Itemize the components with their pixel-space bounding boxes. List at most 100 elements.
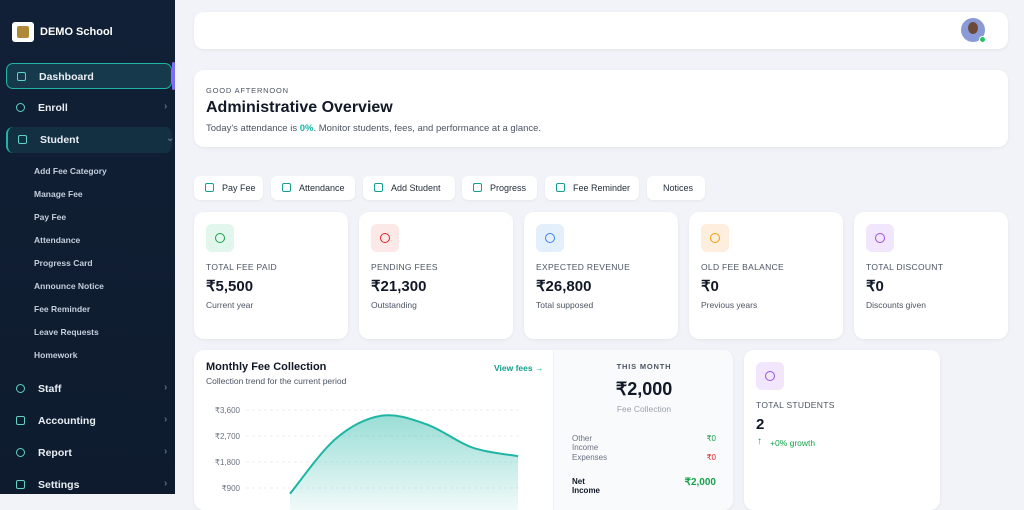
y-tick-label: ₹3,600: [215, 406, 241, 415]
icon-glyph: [765, 371, 775, 381]
nav-icon: [16, 103, 25, 112]
greeting: GOOD AFTERNOON: [206, 86, 289, 95]
action-icon: [205, 183, 214, 192]
nav-label: Dashboard: [39, 71, 94, 83]
action-icon: [473, 183, 482, 192]
chevron: ›: [164, 478, 168, 489]
stat-icon: [866, 224, 894, 252]
action-button[interactable]: Attendance: [271, 176, 355, 200]
nav-item[interactable]: Staff ›: [6, 376, 172, 402]
page-title: Administrative Overview: [206, 99, 393, 116]
avatar[interactable]: [961, 18, 986, 43]
action-label: Pay Fee: [222, 183, 256, 193]
chevron: ⌄: [166, 133, 175, 144]
sidebar: DEMO School Dashboard Enroll › Student ⌄ Add …: [0, 0, 175, 494]
this-month-caption: Fee Collection: [616, 404, 672, 414]
nav-subitem[interactable]: Attendance: [34, 235, 81, 245]
chart-subtitle: Collection trend for the current period: [206, 376, 347, 386]
action-button[interactable]: Notices: [647, 176, 705, 200]
row-label: Other Income: [572, 434, 599, 452]
students-value: 2: [756, 416, 765, 433]
action-label: Add Student: [391, 183, 441, 193]
y-tick-label: ₹900: [222, 484, 241, 493]
chevron: ›: [164, 101, 168, 112]
line: [289, 414, 519, 495]
stat-icon: [536, 224, 564, 252]
stat-note: Outstanding: [371, 300, 417, 310]
students-growth: +0% growth: [770, 438, 816, 448]
stat-card: PENDING FEES ₹21,300 Outstanding: [359, 212, 513, 339]
stat-icon: [371, 224, 399, 252]
icon-glyph: [875, 233, 885, 243]
nav-subitem[interactable]: Manage Fee: [34, 189, 83, 199]
icon-glyph: [710, 233, 720, 243]
stat-icon: [701, 224, 729, 252]
this-month-value: ₹2,000: [615, 379, 673, 399]
subtitle: Today's attendance is 0%. Monitor studen…: [206, 123, 541, 134]
action-button[interactable]: Pay Fee: [194, 176, 263, 200]
nav-subitem[interactable]: Progress Card: [34, 258, 93, 268]
action-label: Progress: [490, 183, 527, 193]
nav-subitem[interactable]: Homework: [34, 350, 78, 360]
stat-card: OLD FEE BALANCE ₹0 Previous years: [689, 212, 843, 339]
stat-label: TOTAL FEE PAID: [206, 262, 277, 272]
action-button[interactable]: Fee Reminder: [545, 176, 639, 200]
nav-subitem[interactable]: Leave Requests: [34, 327, 99, 337]
action-icon: [556, 183, 565, 192]
nav-item[interactable]: Enroll ›: [6, 95, 172, 121]
y-tick-label: ₹1,800: [215, 458, 241, 467]
students-icon: [756, 362, 784, 390]
row-value: ₹0: [706, 453, 716, 462]
nav-subitem[interactable]: Announce Notice: [34, 281, 104, 291]
attendance-value: 0%: [299, 123, 314, 134]
row-value: ₹0: [706, 434, 716, 443]
stat-value: ₹0: [701, 278, 719, 295]
brand-logo: [12, 22, 34, 42]
nav-subitem[interactable]: Pay Fee: [34, 212, 67, 222]
action-icon: [282, 183, 291, 192]
brand-name: DEMO School: [40, 26, 113, 38]
nav-item[interactable]: Dashboard: [6, 63, 172, 89]
stat-value: ₹5,500: [206, 278, 254, 295]
stat-value: ₹0: [866, 278, 884, 295]
chevron: ›: [164, 446, 168, 457]
this-month-heading: THIS MONTH: [616, 362, 672, 371]
stat-card: TOTAL DISCOUNT ₹0 Discounts given: [854, 212, 1008, 339]
chevron: ›: [164, 414, 168, 425]
action-button[interactable]: Add Student: [363, 176, 455, 200]
action-button[interactable]: Progress: [462, 176, 537, 200]
stat-note: Previous years: [701, 300, 758, 310]
action-label: Attendance: [299, 183, 345, 193]
chart-title: Monthly Fee Collection: [206, 361, 327, 373]
stat-note: Total supposed: [536, 300, 594, 310]
nav-subitem[interactable]: Add Fee Category: [34, 166, 107, 176]
nav-icon: [16, 416, 25, 425]
nav-icon: [16, 384, 25, 393]
stat-label: TOTAL DISCOUNT: [866, 262, 944, 272]
nav-icon: [16, 448, 25, 457]
nav-item[interactable]: Student ⌄: [6, 127, 175, 153]
area: [290, 415, 518, 510]
stat-note: Discounts given: [866, 300, 927, 310]
nav-label: Report: [38, 447, 72, 459]
action-label: Fee Reminder: [573, 183, 631, 193]
nav-item[interactable]: Report ›: [6, 440, 172, 466]
nav-label: Settings: [38, 479, 80, 491]
active-indicator: [172, 62, 175, 90]
logo-mark: [17, 26, 29, 38]
students-card: TOTAL STUDENTS 2 +0% growth ↑: [744, 350, 940, 510]
stat-label: OLD FEE BALANCE: [701, 262, 784, 272]
stat-label: EXPECTED REVENUE: [536, 262, 631, 272]
stat-card: TOTAL FEE PAID ₹5,500 Current year: [194, 212, 348, 339]
subtitle-text: Today's attendance is: [206, 123, 300, 134]
view-fees-link[interactable]: View fees →: [494, 363, 544, 373]
subtitle-text: . Monitor students, fees, and performanc…: [313, 123, 542, 134]
row-label: Net Income: [572, 477, 601, 495]
nav-label: Enroll: [38, 102, 68, 114]
nav-item[interactable]: Settings ›: [6, 472, 172, 498]
nav-subitem[interactable]: Fee Reminder: [34, 304, 91, 314]
icon-glyph: [215, 233, 225, 243]
nav-item[interactable]: Accounting ›: [6, 408, 172, 434]
chart-card: Monthly Fee Collection Collection trend …: [194, 350, 733, 510]
avatar-face: [968, 22, 978, 34]
